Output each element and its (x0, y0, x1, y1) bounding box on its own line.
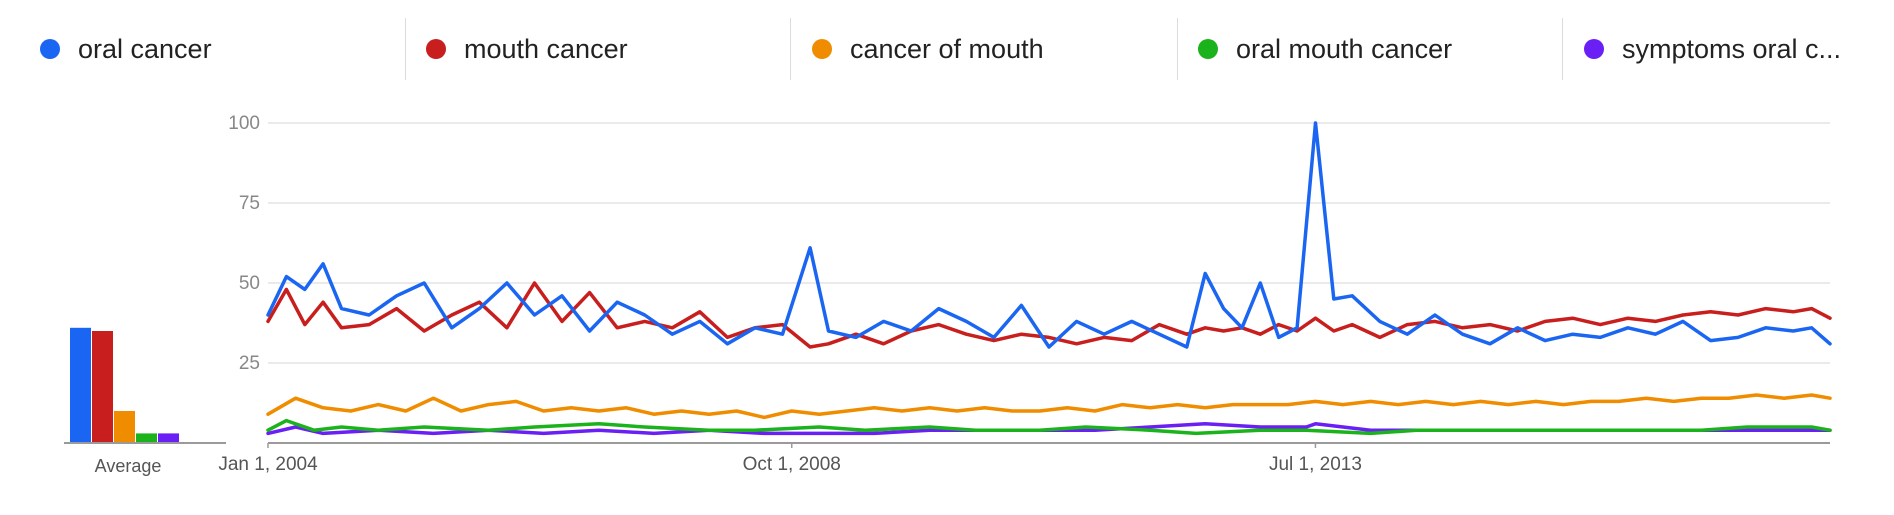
average-label: Average (95, 456, 162, 476)
y-tick-label: 50 (239, 273, 260, 294)
legend-label: symptoms oral c... (1622, 33, 1842, 64)
legend-dot-icon (40, 39, 60, 59)
legend-item-mouth-cancer[interactable]: mouth cancer (426, 18, 628, 80)
series-line-oral-mouth-cancer (266, 418, 1832, 436)
legend-dot-icon (1198, 39, 1218, 59)
legend-divider (1177, 18, 1178, 80)
y-tick-label: 75 (239, 193, 260, 214)
legend-divider (1562, 18, 1563, 80)
legend-item-oral-cancer[interactable]: oral cancer (40, 18, 212, 80)
average-bar (114, 411, 135, 443)
x-tick-label: Oct 1, 2008 (743, 454, 841, 475)
average-bar (158, 433, 179, 443)
legend-divider (790, 18, 791, 80)
legend-label: cancer of mouth (850, 33, 1044, 64)
series-line-oral-cancer (266, 121, 1832, 349)
legend-label: oral mouth cancer (1236, 33, 1453, 64)
legend-item-cancer-of-mouth[interactable]: cancer of mouth (812, 18, 1044, 80)
x-tick-label: Jul 1, 2013 (1269, 454, 1362, 475)
legend-divider (405, 18, 406, 80)
series-line-mouth-cancer (266, 281, 1832, 349)
legend-dot-icon (1584, 39, 1604, 59)
legend-dot-icon (812, 39, 832, 59)
legend-item-symptoms-oral[interactable]: symptoms oral c... (1584, 18, 1841, 80)
y-tick-label: 100 (228, 113, 260, 134)
x-tick-label: Jan 1, 2004 (218, 454, 318, 475)
legend: oral cancer mouth cancer cancer of mouth… (0, 18, 1894, 80)
average-bar-chart: Average (64, 327, 226, 476)
legend-label: mouth cancer (464, 33, 628, 64)
legend-item-oral-mouth-cancer[interactable]: oral mouth cancer (1198, 18, 1452, 80)
legend-label: oral cancer (78, 33, 212, 64)
average-bar (92, 331, 113, 443)
y-tick-label: 25 (239, 353, 260, 374)
average-bar (136, 433, 157, 443)
legend-dot-icon (426, 39, 446, 59)
average-bar (70, 327, 91, 443)
series-line-cancer-of-mouth (266, 393, 1832, 420)
